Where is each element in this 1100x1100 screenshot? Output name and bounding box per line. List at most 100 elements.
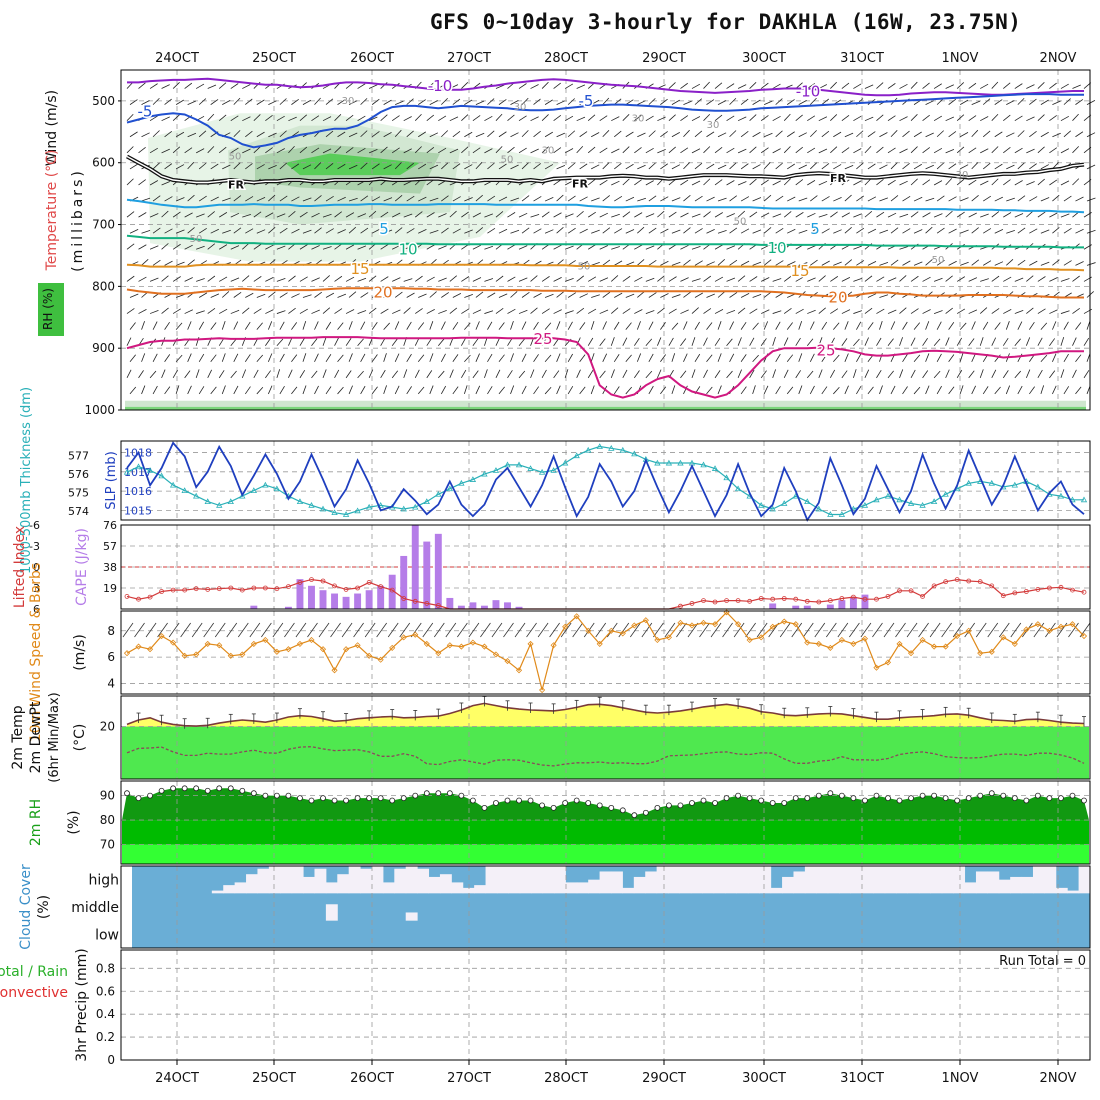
wind-barb	[175, 322, 183, 330]
wind-barb	[933, 83, 942, 89]
wind-barb	[172, 369, 178, 379]
wind-barb	[671, 322, 679, 330]
cape-bar	[849, 596, 857, 609]
wind-barb	[233, 385, 239, 395]
wind-barb	[564, 148, 574, 154]
wind-barb	[357, 310, 367, 314]
li-point	[366, 580, 372, 585]
precip-label-total: Total / Rain	[0, 964, 68, 980]
wind-barb	[657, 337, 662, 346]
cape-bar	[492, 600, 500, 609]
wind-speed-point	[562, 623, 569, 630]
wind-barb	[971, 259, 980, 266]
wind-barb	[668, 146, 676, 154]
wind-barb	[602, 259, 611, 266]
cloud-cell	[896, 866, 909, 894]
wind-barb	[360, 353, 366, 362]
contour-label: -5	[579, 92, 594, 110]
wind-speed-point	[227, 652, 234, 659]
wind-barb	[798, 385, 803, 395]
wind-barb	[890, 227, 899, 234]
rh-point	[158, 787, 165, 794]
cape-bar	[504, 602, 511, 609]
wind-barb	[1049, 115, 1057, 122]
wind-barb	[936, 385, 942, 395]
wind-barb	[936, 227, 945, 234]
rh-point	[273, 792, 280, 799]
slp-line	[126, 441, 1085, 522]
wind-barb	[299, 211, 308, 218]
wind-barb	[126, 178, 134, 186]
wind-barb	[1017, 97, 1025, 105]
wind-barb	[322, 116, 332, 122]
cloud-cell	[508, 866, 521, 894]
contour-label: -5	[138, 102, 153, 120]
wind-barb	[980, 180, 989, 186]
rh-point	[596, 802, 603, 809]
wind-barb	[180, 622, 191, 638]
wind-barb	[948, 131, 957, 138]
wind-barb	[833, 386, 840, 395]
wind-barb	[172, 308, 181, 314]
wind-barb	[590, 353, 595, 362]
wind-barb	[464, 294, 473, 298]
wind-barb	[1040, 131, 1049, 138]
wind-barb	[207, 307, 216, 314]
wind-barb	[279, 227, 288, 234]
rh-point	[827, 790, 834, 797]
wind-barb	[786, 163, 795, 170]
wind-barb	[925, 164, 934, 170]
wind-barb	[484, 148, 493, 154]
wind-barb	[595, 622, 607, 638]
wind-barb	[752, 294, 762, 298]
wind-speed-point	[1069, 621, 1076, 628]
wind-barb	[856, 195, 864, 202]
wind-barb	[971, 194, 979, 202]
wind-barb	[498, 99, 507, 105]
wind-barb	[1029, 131, 1037, 138]
y-axis-label-lifted-index: Lifted Index	[12, 526, 28, 608]
wind-barb	[703, 337, 708, 346]
wind-barb	[599, 147, 608, 154]
wind-barb	[184, 147, 193, 154]
wind-barb	[360, 227, 369, 234]
wind-barb	[157, 622, 168, 638]
wind-barb	[694, 292, 703, 298]
wind-barb	[533, 228, 542, 234]
cape-bar	[296, 579, 304, 609]
thickness-point	[227, 498, 234, 505]
wind-barb	[945, 116, 955, 122]
wind-barb	[583, 622, 595, 638]
wind-barb	[787, 196, 796, 202]
wind-barb	[472, 309, 482, 314]
wind-barb	[982, 386, 989, 395]
wind-barb	[472, 147, 481, 154]
wind-barb	[749, 114, 757, 121]
wind-barb	[737, 307, 746, 314]
wind-barb	[184, 370, 191, 379]
wind-barb	[637, 226, 645, 234]
wind-barb	[818, 337, 823, 346]
wind-barb	[968, 309, 978, 314]
wind-barb	[138, 370, 144, 379]
wind-barb	[253, 369, 259, 379]
y-axis-label-temperature: Temperature (°C)	[44, 150, 60, 272]
thickness-point	[193, 492, 200, 499]
wind-barb	[360, 195, 369, 202]
wind-barb	[703, 146, 711, 154]
wind-barb	[890, 162, 898, 170]
wind-barb	[233, 227, 242, 234]
wind-barb	[714, 308, 724, 314]
wind-barb	[461, 308, 470, 314]
wind-barb	[683, 227, 691, 234]
wind-barb	[1002, 337, 1009, 346]
wind-barb	[337, 386, 344, 395]
thickness-point	[988, 479, 995, 486]
wind-barb	[1049, 212, 1058, 218]
wind-barb	[1014, 115, 1023, 122]
wind-barb	[587, 114, 596, 121]
wind-barb	[572, 622, 584, 638]
wind-barb	[714, 276, 724, 282]
contour-label: FR	[228, 179, 245, 192]
wind-barb	[207, 84, 217, 89]
